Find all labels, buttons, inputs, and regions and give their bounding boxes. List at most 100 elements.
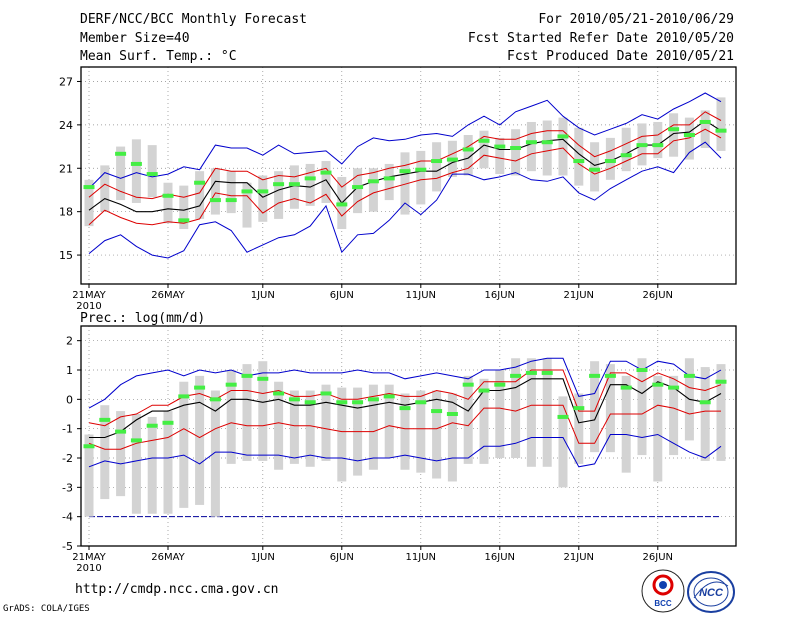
median-marker	[636, 143, 648, 148]
spread-box	[384, 384, 394, 458]
median-marker	[162, 420, 174, 425]
y-tick-label: -5	[62, 540, 73, 553]
spread-box	[163, 182, 173, 224]
x-tick-label: 26MAY	[151, 552, 185, 563]
spread-box	[84, 434, 94, 517]
spread-box	[558, 396, 568, 488]
median-marker	[352, 400, 364, 405]
spread-box	[400, 152, 410, 215]
spread-box	[432, 142, 442, 192]
median-marker	[367, 179, 379, 184]
spread-box	[542, 358, 552, 467]
y-tick-label: 24	[59, 119, 73, 132]
spread-box	[305, 390, 315, 467]
median-marker	[699, 119, 711, 124]
median-marker	[462, 147, 474, 152]
median-marker	[478, 138, 490, 143]
median-marker	[557, 414, 569, 419]
spread-box	[621, 127, 631, 172]
median-marker	[130, 438, 142, 443]
median-marker	[715, 128, 727, 133]
bcc-logo-text: BCC	[654, 599, 672, 608]
median-marker	[415, 400, 427, 405]
spread-box	[653, 375, 663, 482]
x-tick-label: 21JUN	[564, 552, 594, 563]
x-tick-label: 26JUN	[643, 552, 673, 563]
median-marker	[525, 140, 537, 145]
plot-frame	[80, 325, 737, 547]
spread-box	[558, 117, 568, 176]
median-marker	[668, 127, 680, 132]
spread-box	[463, 375, 473, 464]
median-marker	[288, 182, 300, 187]
spread-box	[574, 393, 584, 464]
median-marker	[146, 423, 158, 428]
median-marker	[336, 202, 348, 207]
median-marker	[541, 370, 553, 375]
y-tick-label: 27	[59, 75, 73, 88]
median-marker	[209, 198, 221, 203]
spread-box	[131, 414, 141, 514]
median-marker	[668, 385, 680, 390]
ncc-logo: NCC	[687, 571, 735, 613]
spread-box	[416, 390, 426, 473]
median-marker	[683, 373, 695, 378]
median-marker	[383, 394, 395, 399]
series-mean-line	[89, 378, 722, 439]
median-marker	[573, 159, 585, 164]
median-marker	[146, 172, 158, 177]
x-tick-label: 11JUN	[406, 290, 436, 301]
spread-box	[195, 171, 205, 219]
median-marker	[209, 397, 221, 402]
spread-box	[669, 113, 679, 157]
spread-box	[100, 165, 110, 212]
y-tick-label: -1	[62, 423, 73, 436]
median-marker	[525, 370, 537, 375]
median-marker	[225, 382, 237, 387]
variable-label: Mean Surf. Temp.: °C	[80, 49, 237, 64]
series-mean-line	[88, 119, 722, 213]
median-marker	[115, 429, 127, 434]
source-url[interactable]: http://cmdp.ncc.cma.gov.cn	[75, 582, 279, 597]
median-marker	[383, 176, 395, 181]
spread-box	[147, 416, 157, 514]
spread-box	[116, 411, 126, 497]
spread-box	[368, 384, 378, 470]
spread-box	[258, 361, 268, 461]
spread-box	[479, 130, 489, 169]
spread-box	[526, 121, 536, 172]
median-marker	[130, 161, 142, 166]
spread-box	[574, 127, 584, 186]
median-marker	[652, 143, 664, 148]
spread-box	[210, 390, 220, 517]
spread-box	[684, 117, 694, 160]
spread-box	[605, 364, 615, 453]
spread-box	[542, 120, 552, 176]
median-marker	[225, 198, 237, 203]
member-size: Member Size=40	[80, 31, 190, 46]
median-marker	[194, 180, 206, 185]
median-marker	[715, 379, 727, 384]
spread-box	[700, 367, 710, 461]
fcst-produced-date: Fcst Produced Date 2010/05/21	[507, 49, 734, 64]
series-lower-line	[88, 128, 722, 226]
x-tick-label: 21MAY	[72, 290, 106, 301]
spread-box	[289, 165, 299, 209]
series-lower-line	[88, 404, 721, 450]
spread-box	[669, 375, 679, 456]
spread-box	[511, 358, 521, 458]
spread-box	[274, 171, 284, 219]
median-marker	[257, 189, 269, 194]
median-marker	[557, 134, 569, 139]
bcc-logo: BCC	[641, 569, 685, 613]
x-tick-label: 1JUN	[251, 552, 275, 563]
median-marker	[83, 444, 95, 449]
median-marker	[399, 406, 411, 411]
median-marker	[304, 176, 316, 181]
median-marker	[494, 144, 506, 149]
median-marker	[194, 385, 206, 390]
median-marker	[541, 140, 553, 145]
median-marker	[604, 373, 616, 378]
median-marker	[273, 182, 285, 187]
